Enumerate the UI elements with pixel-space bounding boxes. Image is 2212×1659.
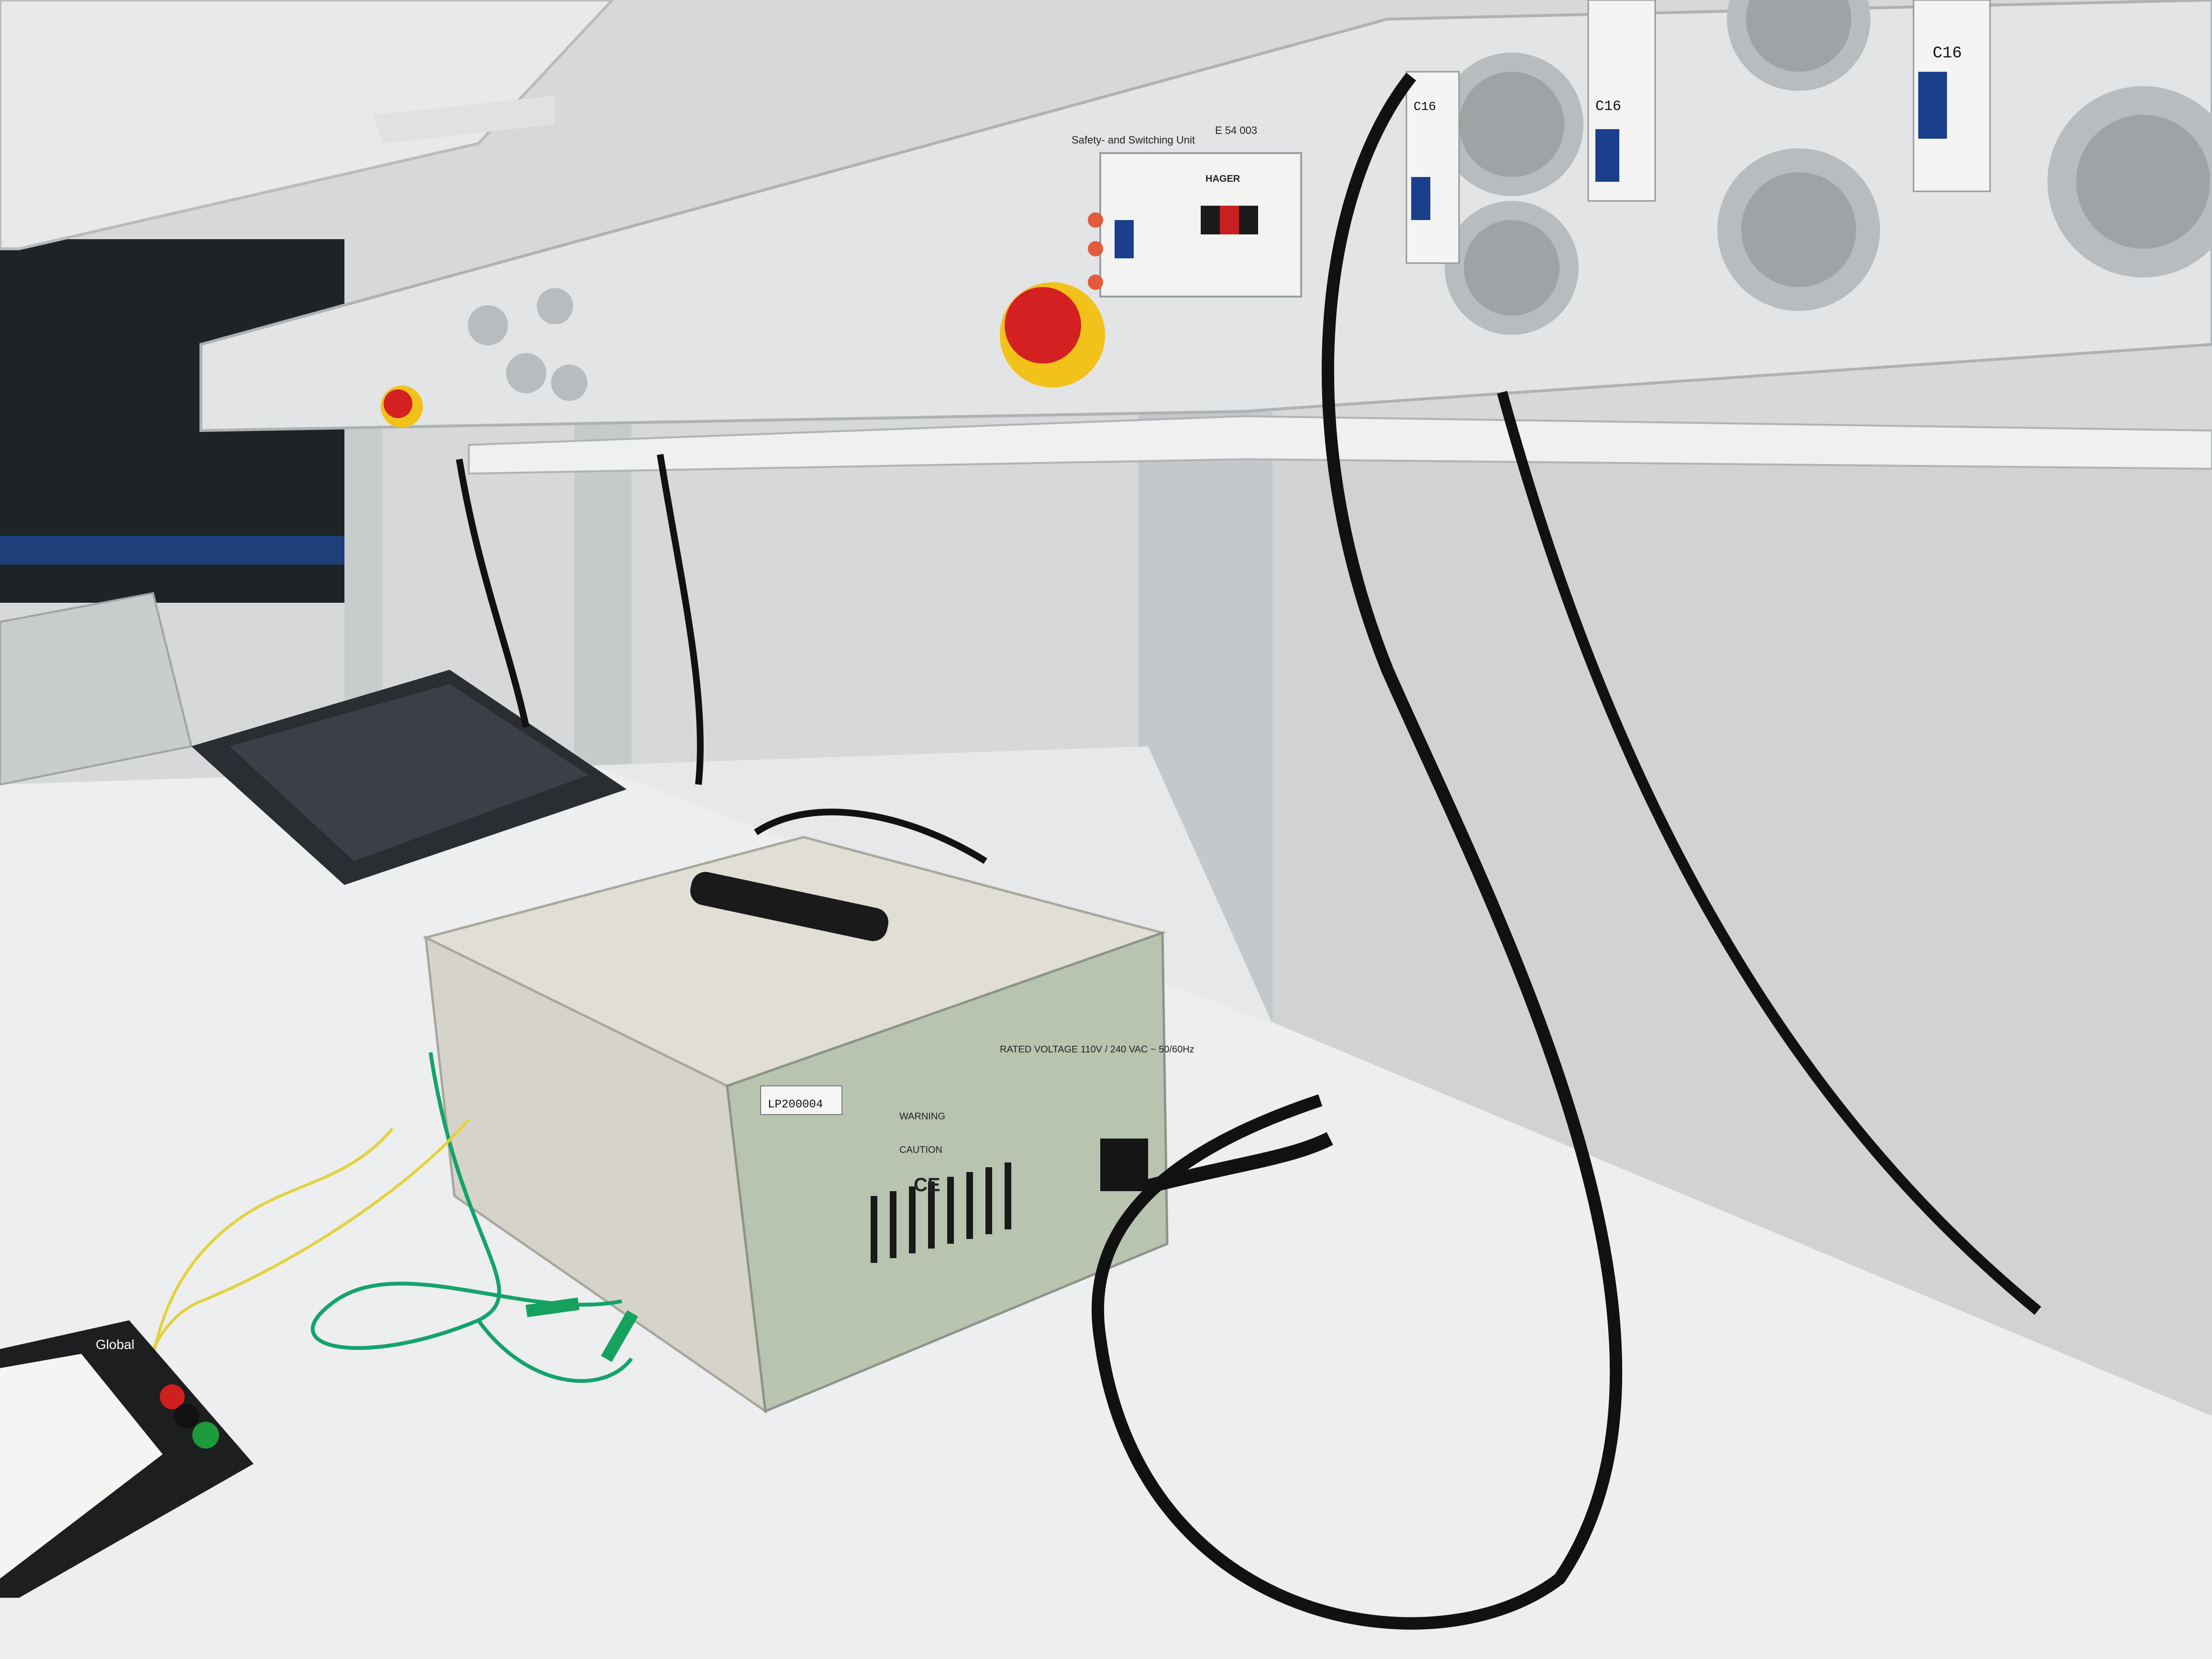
psu-warning: WARNING — [899, 1111, 945, 1122]
indicator-led — [1088, 212, 1103, 228]
indicator-led — [1088, 241, 1103, 256]
training-board-panel — [230, 684, 588, 861]
indicator-led — [1088, 275, 1103, 290]
psu-asset-label — [760, 1085, 842, 1115]
breaker-toggle[interactable] — [1918, 72, 1947, 139]
power-cable — [657, 453, 704, 785]
wall-socket[interactable] — [506, 353, 546, 393]
rail-brand: HAGER — [1206, 174, 1240, 184]
breaker-toggle[interactable] — [1411, 177, 1430, 220]
breadboard — [0, 1354, 163, 1579]
binding-post-green[interactable] — [192, 1422, 219, 1449]
test-lead-green — [310, 1052, 622, 1350]
back-panel — [1272, 431, 2212, 1416]
rcd-test-red[interactable] — [1220, 206, 1239, 234]
rail-module-code: E 54 003 — [1215, 124, 1257, 136]
socket-face — [1746, 0, 1851, 72]
socket-face — [1741, 172, 1856, 287]
power-cable — [1146, 1132, 1333, 1194]
psu-handle[interactable] — [687, 869, 891, 944]
emergency-stop-button[interactable] — [1005, 287, 1081, 364]
alligator-clip[interactable] — [525, 1297, 580, 1317]
psu-back-panel — [726, 931, 1169, 1413]
aluminium-post — [574, 421, 631, 813]
breaker-rating: C16 — [1414, 100, 1436, 114]
psu-rated-voltage: RATED VOLTAGE 110V / 240 VAC ~ 50/60Hz — [1000, 1044, 1194, 1055]
psu-asset-tag: LP200004 — [768, 1098, 823, 1111]
breaker-rating: C16 — [1933, 44, 1962, 63]
breaker-toggle[interactable] — [1595, 129, 1619, 182]
power-cable — [1092, 72, 1623, 1630]
socket-face — [2076, 115, 2210, 249]
psu-power-inlet[interactable] — [1100, 1139, 1148, 1191]
psu-vent — [871, 1162, 1011, 1263]
socket-face — [1464, 220, 1559, 316]
wall-socket[interactable] — [468, 305, 508, 345]
wall-socket[interactable] — [537, 288, 573, 324]
alligator-clip[interactable] — [601, 1310, 638, 1362]
binding-post-black[interactable] — [174, 1404, 199, 1428]
socket-face — [1459, 72, 1564, 177]
blue-window-band — [0, 536, 344, 564]
rail-module-title: Safety- and Switching Unit — [1072, 134, 1195, 146]
wall-socket[interactable] — [551, 365, 587, 401]
power-cable — [1497, 391, 2041, 1315]
breaker-toggle[interactable] — [1115, 220, 1134, 258]
circuit-breaker — [1405, 71, 1460, 264]
aluminium-post — [344, 421, 383, 718]
shelf-bracket — [373, 96, 555, 144]
psu-caution: CAUTION — [899, 1145, 942, 1155]
psu-ce-mark: CE — [914, 1174, 940, 1195]
binding-post-red[interactable] — [160, 1384, 185, 1409]
power-cable — [456, 458, 530, 728]
test-lead-green — [476, 1319, 633, 1383]
emergency-stop-button-small[interactable] — [384, 389, 412, 418]
upper-shelf — [0, 0, 615, 250]
power-cable — [754, 808, 987, 864]
breaker-rating: C16 — [1595, 99, 1621, 115]
breadboard-brand: Global — [96, 1337, 134, 1352]
rail-bottom-tube — [468, 415, 2212, 475]
